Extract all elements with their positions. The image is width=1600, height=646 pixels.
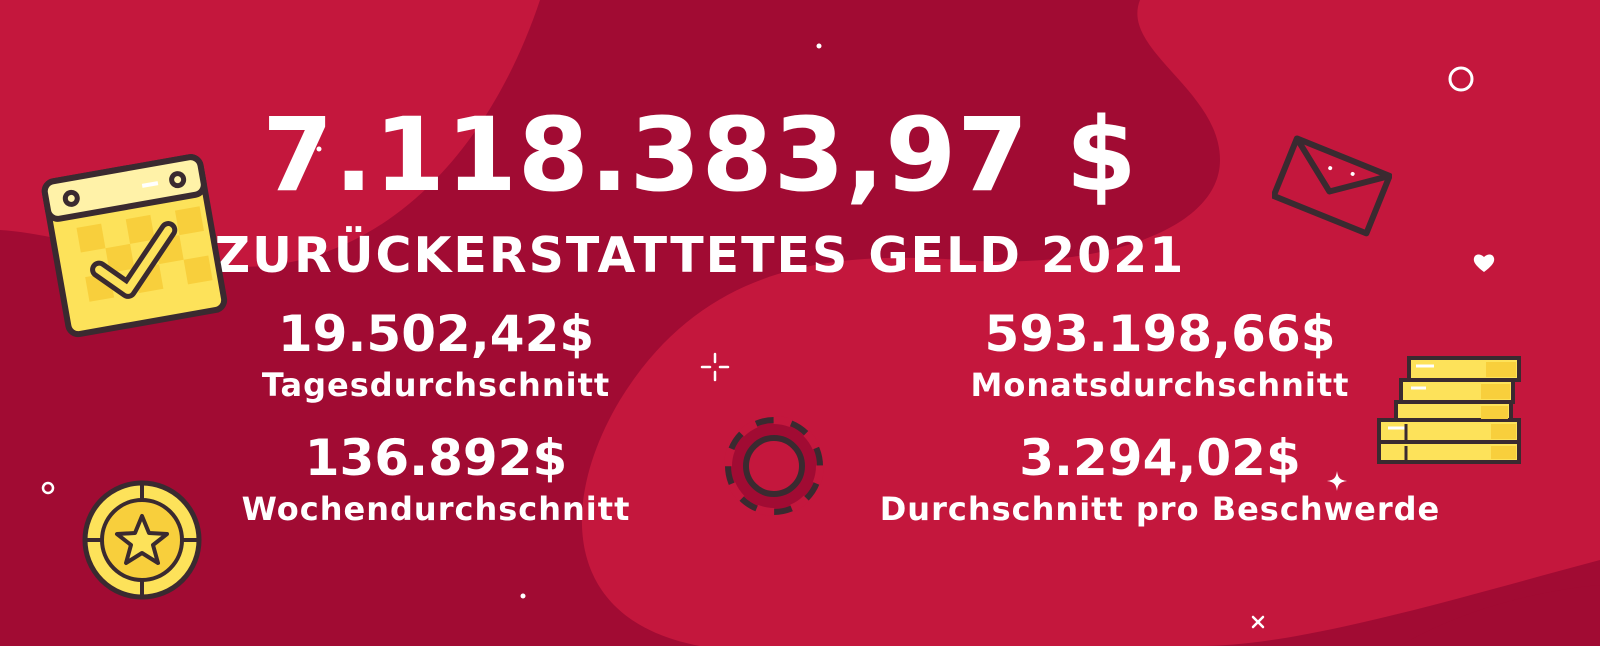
weekly-average-label: Wochendurchschnitt xyxy=(241,490,631,528)
sparkle-icon xyxy=(700,352,730,382)
cross-icon xyxy=(1251,615,1265,629)
complaint-average-value: 3.294,02$ xyxy=(1019,429,1301,487)
coin-star-icon xyxy=(82,480,202,600)
complaint-average-label: Durchschnitt pro Beschwerde xyxy=(879,490,1441,528)
star-sparkle-icon xyxy=(1327,471,1347,491)
weekly-average-value: 136.892$ xyxy=(304,429,568,487)
poker-chip-icon xyxy=(724,416,824,516)
calendar-check-icon xyxy=(41,154,228,338)
daily-average-label: Tagesdurchschnitt xyxy=(261,366,611,404)
dot-icon xyxy=(520,593,526,599)
daily-average-value: 19.502,42$ xyxy=(277,305,595,363)
coin-stack-icon xyxy=(1377,356,1521,464)
small-ring-icon xyxy=(41,481,55,495)
total-refunded-amount: 7.118.383,97 $ xyxy=(262,96,1138,215)
envelope-icon xyxy=(1272,135,1392,237)
dot-icon xyxy=(316,146,322,152)
dot-icon xyxy=(816,43,822,49)
ring-icon xyxy=(1448,66,1474,92)
page-title: ZURÜCKERSTATTETES GELD 2021 xyxy=(214,227,1186,284)
monthly-average-label: Monatsdurchschnitt xyxy=(970,366,1350,404)
heart-icon xyxy=(1473,254,1495,272)
monthly-average-value: 593.198,66$ xyxy=(984,305,1336,363)
